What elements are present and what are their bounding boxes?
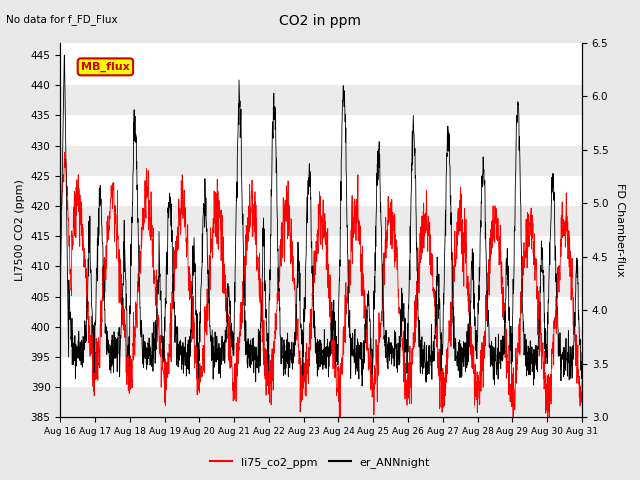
Bar — [60, 85, 582, 116]
Bar — [60, 266, 582, 297]
Bar — [60, 176, 582, 206]
Bar — [60, 55, 582, 85]
Bar — [60, 236, 582, 266]
Bar — [60, 357, 582, 387]
Bar — [60, 116, 582, 145]
Text: CO2 in ppm: CO2 in ppm — [279, 14, 361, 28]
Legend: li75_co2_ppm, er_ANNnight: li75_co2_ppm, er_ANNnight — [205, 452, 435, 472]
Y-axis label: LI7500 CO2 (ppm): LI7500 CO2 (ppm) — [15, 180, 25, 281]
Bar — [60, 206, 582, 236]
Text: No data for f_FD_Flux: No data for f_FD_Flux — [6, 14, 118, 25]
Bar — [60, 297, 582, 327]
Bar — [60, 387, 582, 418]
Y-axis label: FD Chamber-flux: FD Chamber-flux — [615, 183, 625, 277]
Text: MB_flux: MB_flux — [81, 62, 130, 72]
Bar — [60, 145, 582, 176]
Bar — [60, 327, 582, 357]
